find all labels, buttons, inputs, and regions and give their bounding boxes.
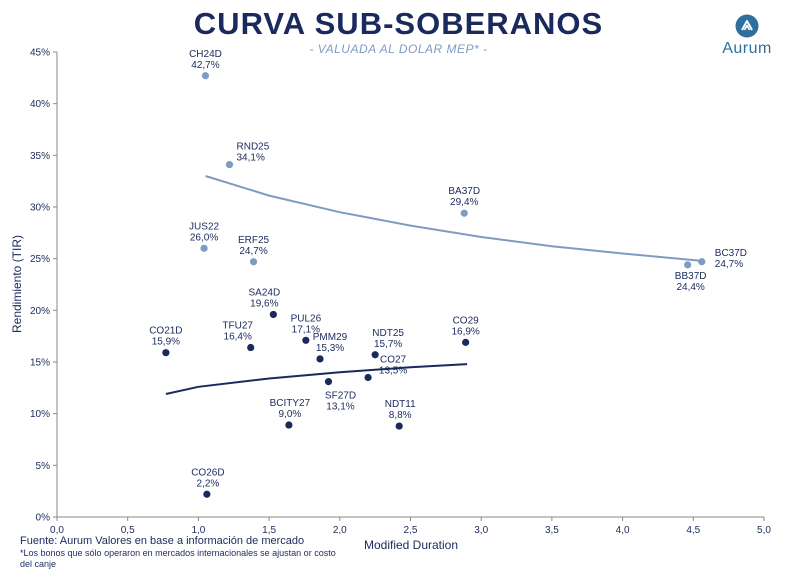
point-name-label: CH24D bbox=[189, 49, 222, 60]
point-value-label: 26,0% bbox=[190, 232, 218, 243]
point-name-label: SA24D bbox=[248, 287, 280, 298]
point-name-label: BCITY27 bbox=[270, 398, 311, 409]
x-tick-label: 1,0 bbox=[191, 525, 205, 536]
x-tick-label: 1,5 bbox=[262, 525, 276, 536]
x-tick-label: 2,0 bbox=[333, 525, 347, 536]
point-name-label: CO27 bbox=[380, 355, 407, 366]
data-point bbox=[247, 343, 255, 352]
point-name-label: SF27D bbox=[325, 391, 356, 402]
point-value-label: 16,4% bbox=[224, 332, 252, 343]
x-tick-label: 4,0 bbox=[616, 525, 630, 536]
chart-title: CURVA SUB-SOBERANOS bbox=[193, 6, 604, 41]
data-point bbox=[201, 72, 210, 80]
y-tick-label: 25% bbox=[30, 254, 50, 265]
y-axis-label: Rendimiento (TIR) bbox=[10, 235, 24, 333]
data-point bbox=[200, 244, 208, 252]
point-value-label: 34,1% bbox=[237, 153, 265, 164]
point-value-label: 15,9% bbox=[152, 337, 180, 348]
point-name-label: BA37D bbox=[448, 186, 480, 197]
point-name-label: BB37D bbox=[675, 271, 707, 282]
data-point bbox=[316, 355, 324, 363]
point-name-label: TFU27 bbox=[222, 321, 253, 332]
x-tick-label: 0,5 bbox=[121, 525, 135, 536]
trend-lines bbox=[165, 175, 701, 395]
y-tick-label: 30% bbox=[30, 203, 50, 214]
point-name-label: CO29 bbox=[453, 315, 480, 326]
x-tick-label: 2,5 bbox=[404, 525, 418, 536]
source-note: Fuente: Aurum Valores en base a informac… bbox=[20, 535, 305, 547]
brand-name: Aurum bbox=[722, 40, 772, 57]
data-point bbox=[269, 310, 277, 319]
data-point bbox=[684, 261, 692, 269]
x-tick-label: 3,5 bbox=[545, 525, 559, 536]
axes: 0,0 0,5 1,0 1,5 2,0 2,5 3,0 3,5 4,0 4,5 5,0 0% 5% 10%… bbox=[10, 48, 771, 553]
point-value-label: 16,9% bbox=[451, 326, 479, 337]
point-value-label: 29,4% bbox=[450, 197, 478, 208]
y-tick-label: 15% bbox=[30, 358, 50, 369]
point-name-label: JUS22 bbox=[189, 221, 219, 232]
data-point bbox=[203, 490, 211, 498]
point-name-label: ERF25 bbox=[238, 235, 270, 246]
data-point bbox=[302, 336, 310, 344]
data-point bbox=[460, 209, 468, 217]
point-name-label: NDT11 bbox=[385, 399, 416, 410]
x-tick-label: 0,0 bbox=[50, 525, 64, 536]
y-tick-label: 5% bbox=[36, 461, 51, 472]
point-value-label: 13,5% bbox=[379, 366, 407, 377]
x-tick-label: 3,0 bbox=[474, 525, 488, 536]
point-name-label: NDT25 bbox=[372, 328, 404, 339]
point-value-label: 13,1% bbox=[326, 402, 354, 413]
y-tick-label: 20% bbox=[30, 306, 50, 317]
x-tick-label: 4,5 bbox=[686, 525, 700, 536]
point-name-label: PUL26 bbox=[291, 313, 322, 324]
data-point bbox=[162, 349, 170, 357]
data-point bbox=[249, 258, 258, 266]
footnote: *Los bonos que sólo operaron en mercados… bbox=[20, 548, 336, 569]
data-point bbox=[364, 373, 372, 382]
point-name-label: BC37D bbox=[715, 248, 747, 259]
y-tick-label: 40% bbox=[30, 99, 50, 110]
data-point bbox=[371, 351, 379, 359]
y-tick-label: 45% bbox=[30, 48, 50, 59]
chart-subtitle: - VALUADA AL DOLAR MEP* - bbox=[309, 42, 488, 56]
x-tick-label: 5,0 bbox=[757, 525, 771, 536]
point-name-label: CO26D bbox=[191, 467, 224, 478]
point-value-label: 24,7% bbox=[239, 246, 267, 257]
brand-logo: Aurum bbox=[712, 14, 782, 62]
data-point bbox=[324, 378, 333, 386]
point-value-label: 15,3% bbox=[316, 343, 344, 354]
y-tick-label: 35% bbox=[30, 151, 50, 162]
point-value-label: 15,7% bbox=[374, 339, 402, 350]
point-value-label: 17,1% bbox=[292, 324, 320, 335]
point-name-label: PMM29 bbox=[313, 332, 348, 343]
x-axis-label: Modified Duration bbox=[364, 538, 458, 552]
data-point bbox=[462, 338, 470, 346]
point-value-label: 19,6% bbox=[250, 298, 278, 309]
point-name-label: RND25 bbox=[237, 142, 270, 153]
y-tick-label: 0% bbox=[36, 513, 51, 524]
point-value-label: 2,2% bbox=[196, 478, 219, 489]
data-point bbox=[225, 161, 234, 169]
trend-line bbox=[205, 175, 701, 262]
aurum-logo-icon bbox=[735, 14, 759, 38]
point-value-label: 9,0% bbox=[278, 409, 301, 420]
data-point bbox=[698, 258, 706, 266]
point-value-label: 42,7% bbox=[191, 60, 219, 71]
data-point bbox=[285, 421, 293, 429]
y-tick-label: 10% bbox=[30, 409, 50, 420]
point-value-label: 24,7% bbox=[715, 259, 743, 270]
point-name-label: CO21D bbox=[149, 326, 182, 337]
point-value-label: 24,4% bbox=[676, 282, 704, 293]
data-point bbox=[395, 422, 403, 430]
point-value-label: 8,8% bbox=[389, 410, 412, 421]
trend-line bbox=[165, 363, 468, 395]
